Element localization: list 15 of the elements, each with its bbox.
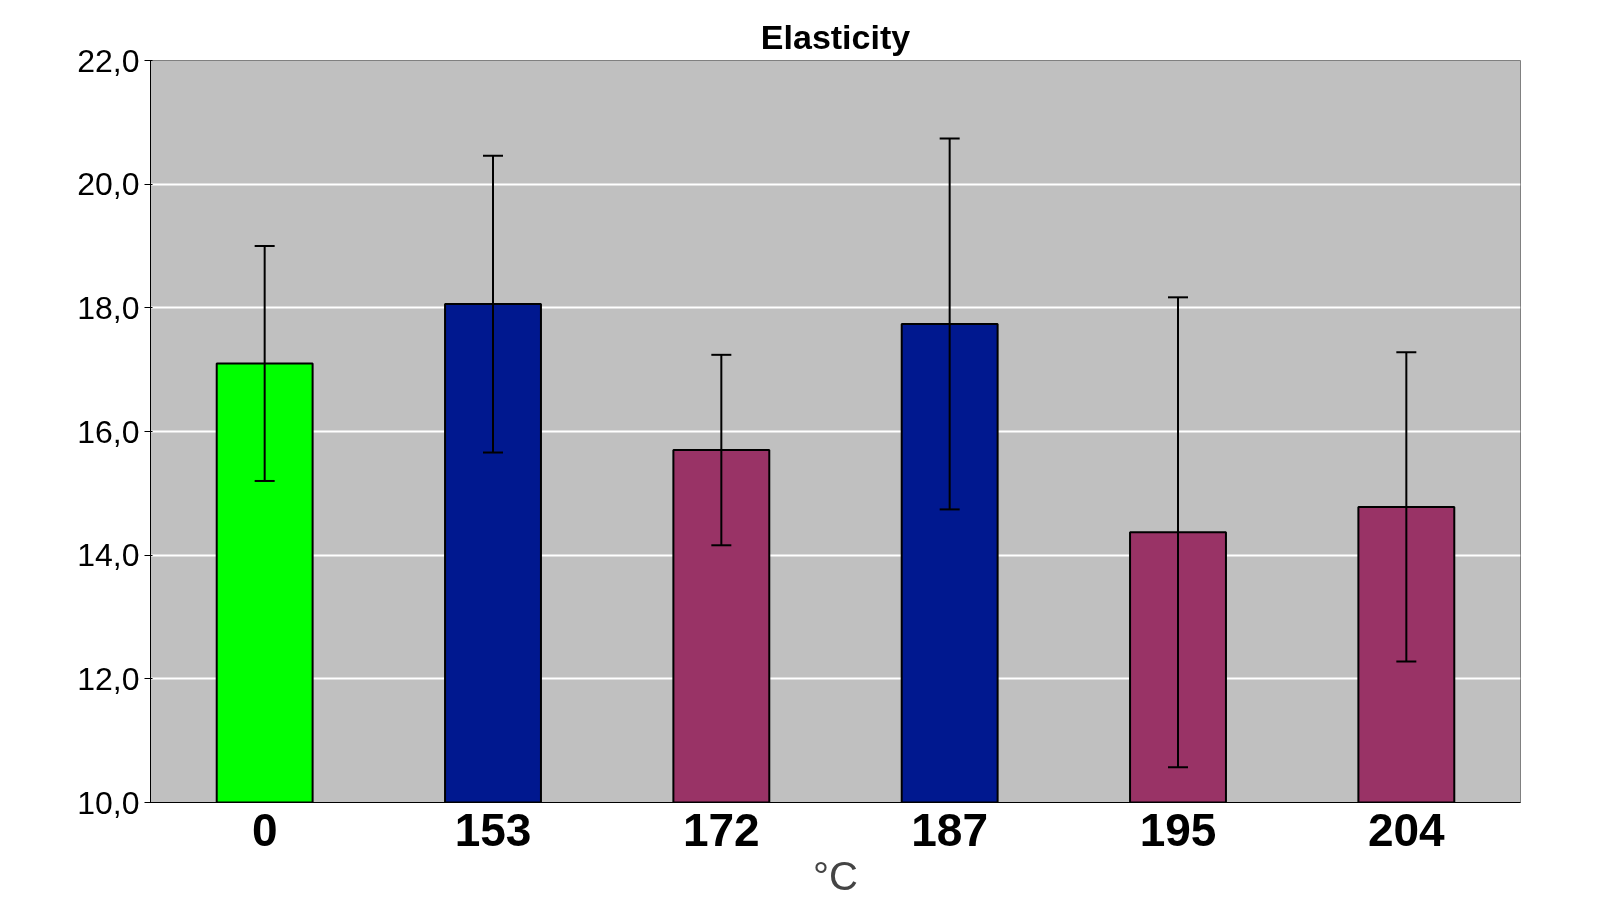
y-tick-label: 18,0: [77, 289, 140, 326]
x-tick-label: 153: [454, 803, 532, 856]
x-tick-label: 172: [682, 803, 760, 856]
x-tick-label: 204: [1367, 803, 1446, 856]
x-tick-label: 195: [1139, 803, 1217, 856]
y-tick-label: 10,0: [77, 784, 140, 821]
y-tick-label: 20,0: [77, 166, 140, 203]
x-axis-title: °C: [813, 853, 858, 898]
y-tick-label: 16,0: [77, 413, 140, 450]
x-tick-label: 187: [911, 803, 989, 856]
x-tick-label: 0: [251, 803, 278, 856]
y-tick-label: 14,0: [77, 537, 140, 574]
y-tick-label: 12,0: [77, 660, 140, 697]
chart-title: Elasticity: [760, 17, 911, 56]
y-tick-label: 22,0: [77, 42, 140, 79]
